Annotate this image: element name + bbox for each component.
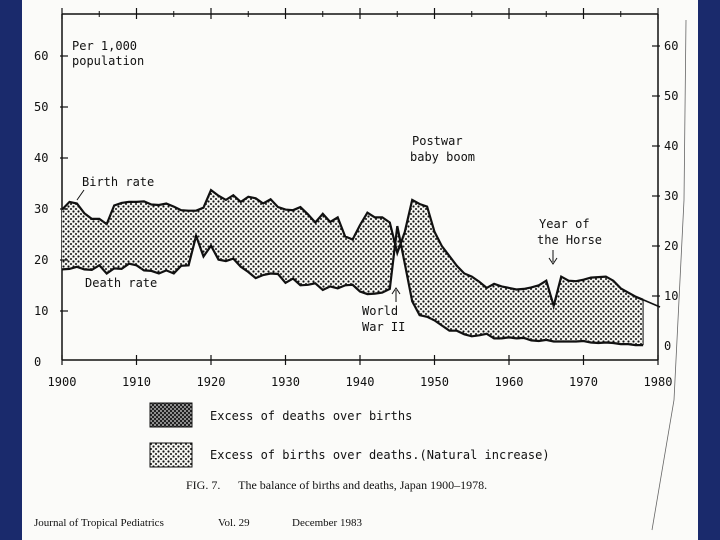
ww2-label-line1: World: [362, 304, 398, 318]
x-tick-label: 1920: [197, 375, 226, 389]
units-label-line1: Per 1,000: [72, 39, 137, 53]
y-right-tick-label: 10: [664, 289, 678, 303]
y-left-tick-label: 20: [34, 253, 48, 267]
x-tick-label: 1900: [48, 375, 77, 389]
units-label-line2: population: [72, 54, 144, 68]
birth-rate-line: [61, 188, 644, 311]
y-left-tick-label: 0: [34, 355, 41, 369]
death-rate-line: [61, 225, 644, 347]
y-left-tick-label: 60: [34, 49, 48, 63]
footer-journal: Journal of Tropical Pediatrics: [34, 517, 164, 529]
y-right-tick-label: 0: [664, 339, 671, 353]
scan-edge-line: [651, 19, 687, 531]
x-tick-label: 1980: [644, 375, 673, 389]
y-right-tick-label: 30: [664, 189, 678, 203]
caption-text: The balance of births and deaths, Japan …: [238, 478, 488, 492]
x-tick-label: 1910: [122, 375, 151, 389]
birth-rate-leader: [76, 189, 85, 201]
horse-label-line2: the Horse: [537, 233, 602, 247]
x-tick-label: 1950: [420, 375, 449, 389]
postwar-label-line1: Postwar: [412, 134, 463, 148]
caption-fig: FIG. 7.: [186, 478, 221, 492]
natural-increase-fill: [62, 190, 644, 346]
x-tick-label: 1960: [495, 375, 524, 389]
y-left-tick-label: 50: [34, 100, 48, 114]
y-right-tick-label: 40: [664, 139, 678, 153]
chart: 1900 1910 1920 1930 1940 1950 1960 1970 1980 0 10 2…: [34, 8, 687, 531]
slide-page: 1900 1910 1920 1930 1940 1950 1960 1970 1980 0 10 2…: [22, 0, 698, 540]
y-left-tick-label: 30: [34, 202, 48, 216]
natural-increase-area: [62, 190, 644, 346]
legend-label-deaths: Excess of deaths over births: [210, 409, 412, 423]
axis-ticks: [60, 8, 660, 365]
death-rate-label: Death rate: [85, 276, 157, 290]
tick-labels: 1900 1910 1920 1930 1940 1950 1960 1970 1980 0 10 2…: [34, 39, 678, 389]
rate-lines: [61, 188, 661, 347]
legend-label-births: Excess of births over deaths.(Natural in…: [210, 448, 550, 462]
horse-arrow: [548, 250, 558, 265]
y-left-tick-label: 10: [34, 304, 48, 318]
y-right-tick-label: 50: [664, 89, 678, 103]
x-tick-label: 1930: [271, 375, 300, 389]
x-tick-label: 1940: [346, 375, 375, 389]
footer-date: December 1983: [292, 517, 362, 529]
birth-rate-tail: [642, 299, 661, 308]
figure-caption: FIG. 7. The balance of births and deaths…: [186, 478, 487, 493]
y-left-tick-label: 40: [34, 151, 48, 165]
y-right-tick-label: 20: [664, 239, 678, 253]
x-tick-label: 1970: [569, 375, 598, 389]
legend-swatch-births: [149, 442, 193, 468]
birth-rate-label: Birth rate: [82, 175, 154, 189]
ww2-label-line2: War II: [362, 320, 405, 334]
postwar-label-line2: baby boom: [410, 150, 475, 164]
legend-swatch-deaths: [149, 402, 193, 428]
y-right-tick-label: 60: [664, 39, 678, 53]
ww2-arrow: [391, 287, 401, 302]
footer-volume: Vol. 29: [218, 517, 250, 529]
horse-label-line1: Year of: [539, 217, 590, 231]
